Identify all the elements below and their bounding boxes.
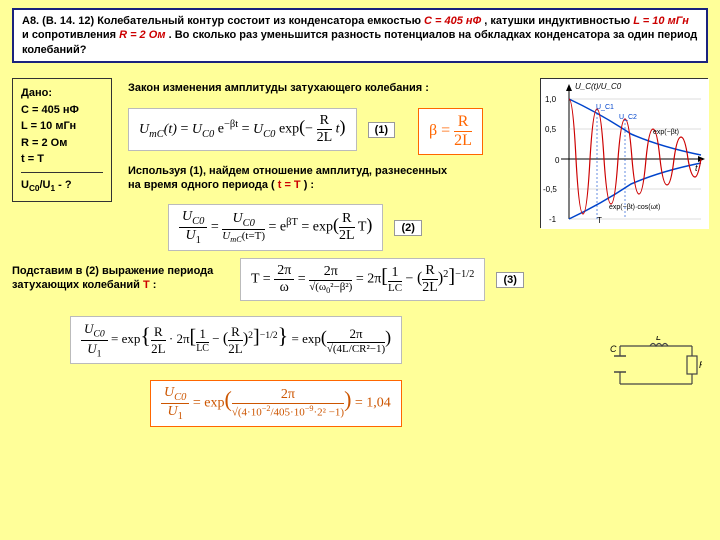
given-r: R = 2 Ом	[21, 137, 67, 149]
r-value: R = 2 Ом	[119, 29, 165, 41]
svg-text:C: C	[610, 344, 617, 354]
problem-prefix: А8. (В. 14. 12) Колебательный контур сос…	[22, 15, 424, 27]
law-label: Закон изменения амплитуды затухающего ко…	[128, 82, 429, 94]
label-3: (3)	[496, 272, 523, 288]
svg-text:1,0: 1,0	[545, 95, 557, 104]
svg-text:U_C2: U_C2	[619, 114, 637, 121]
svg-text:T: T	[597, 216, 602, 225]
svg-text:exp(−βt)·cos(ωt): exp(−βt)·cos(ωt)	[609, 204, 660, 211]
given-t: t = T	[21, 153, 44, 165]
subst-red: T	[143, 279, 150, 291]
l-value: L = 10 мГн	[633, 15, 689, 27]
law-text: Закон изменения амплитуды затухающего ко…	[128, 82, 438, 94]
problem-statement: А8. (В. 14. 12) Колебательный контур сос…	[12, 8, 708, 63]
label-1: (1)	[368, 122, 395, 138]
given-c: С = 405 нФ	[21, 104, 79, 116]
given-box: Дано: С = 405 нФ L = 10 мГн R = 2 Ом t =…	[12, 78, 112, 202]
problem-mid1: , катушки индуктивностью	[484, 15, 633, 27]
svg-text:L: L	[656, 336, 661, 342]
label-2: (2)	[394, 220, 421, 236]
use1-b: ) :	[304, 179, 314, 191]
svg-text:-0,5: -0,5	[543, 185, 557, 194]
subst-b: :	[153, 279, 157, 291]
svg-text:-1: -1	[549, 215, 557, 224]
subst-text: Подставим в (2) выражение периода затуха…	[12, 264, 232, 293]
svg-text:0: 0	[555, 156, 560, 165]
damped-oscillation-graph: 1,0 0,5 0 -0,5 -1 T t U_C(t)/U_C0 U_C1 U…	[540, 78, 708, 228]
subst-a: Подставим в (2) выражение периода затуха…	[12, 265, 213, 291]
svg-text:R: R	[699, 360, 702, 370]
given-l: L = 10 мГн	[21, 120, 76, 132]
formula-3: T = 2πω = 2π√(ω0²−β²) = 2π[1LC − (R2L)2]…	[240, 258, 485, 301]
formula-5-final: UC0U1 = exp(2π√(4·10−2/405·10−9·2² −1)) …	[150, 380, 402, 427]
given-title: Дано:	[21, 87, 52, 99]
formula-1: UmC(t) = UC0 e−βt = UC0 exp(− R2L t)	[128, 108, 357, 151]
problem-mid2: и сопротивления	[22, 29, 119, 41]
rlc-circuit-diagram: C L R	[610, 336, 702, 394]
formula-4: UC0U1 = exp{R2L · 2π[1LC − (R2L)2]−1/2} …	[70, 316, 402, 364]
formula-2: UC0U1 = UC0UmC(t=T) = eβT = exp(R2L T)	[168, 204, 383, 251]
c-value: С = 405 нФ	[424, 15, 481, 27]
svg-text:0,5: 0,5	[545, 125, 557, 134]
svg-text:U_C(t)/U_C0: U_C(t)/U_C0	[575, 82, 622, 91]
use1-text: Используя (1), найдем отношение амплитуд…	[128, 164, 448, 193]
use1-red: t = T	[278, 179, 301, 191]
beta-formula: β = R2L	[418, 108, 483, 155]
svg-text:exp(−βt): exp(−βt)	[653, 129, 679, 136]
svg-text:U_C1: U_C1	[596, 104, 614, 111]
